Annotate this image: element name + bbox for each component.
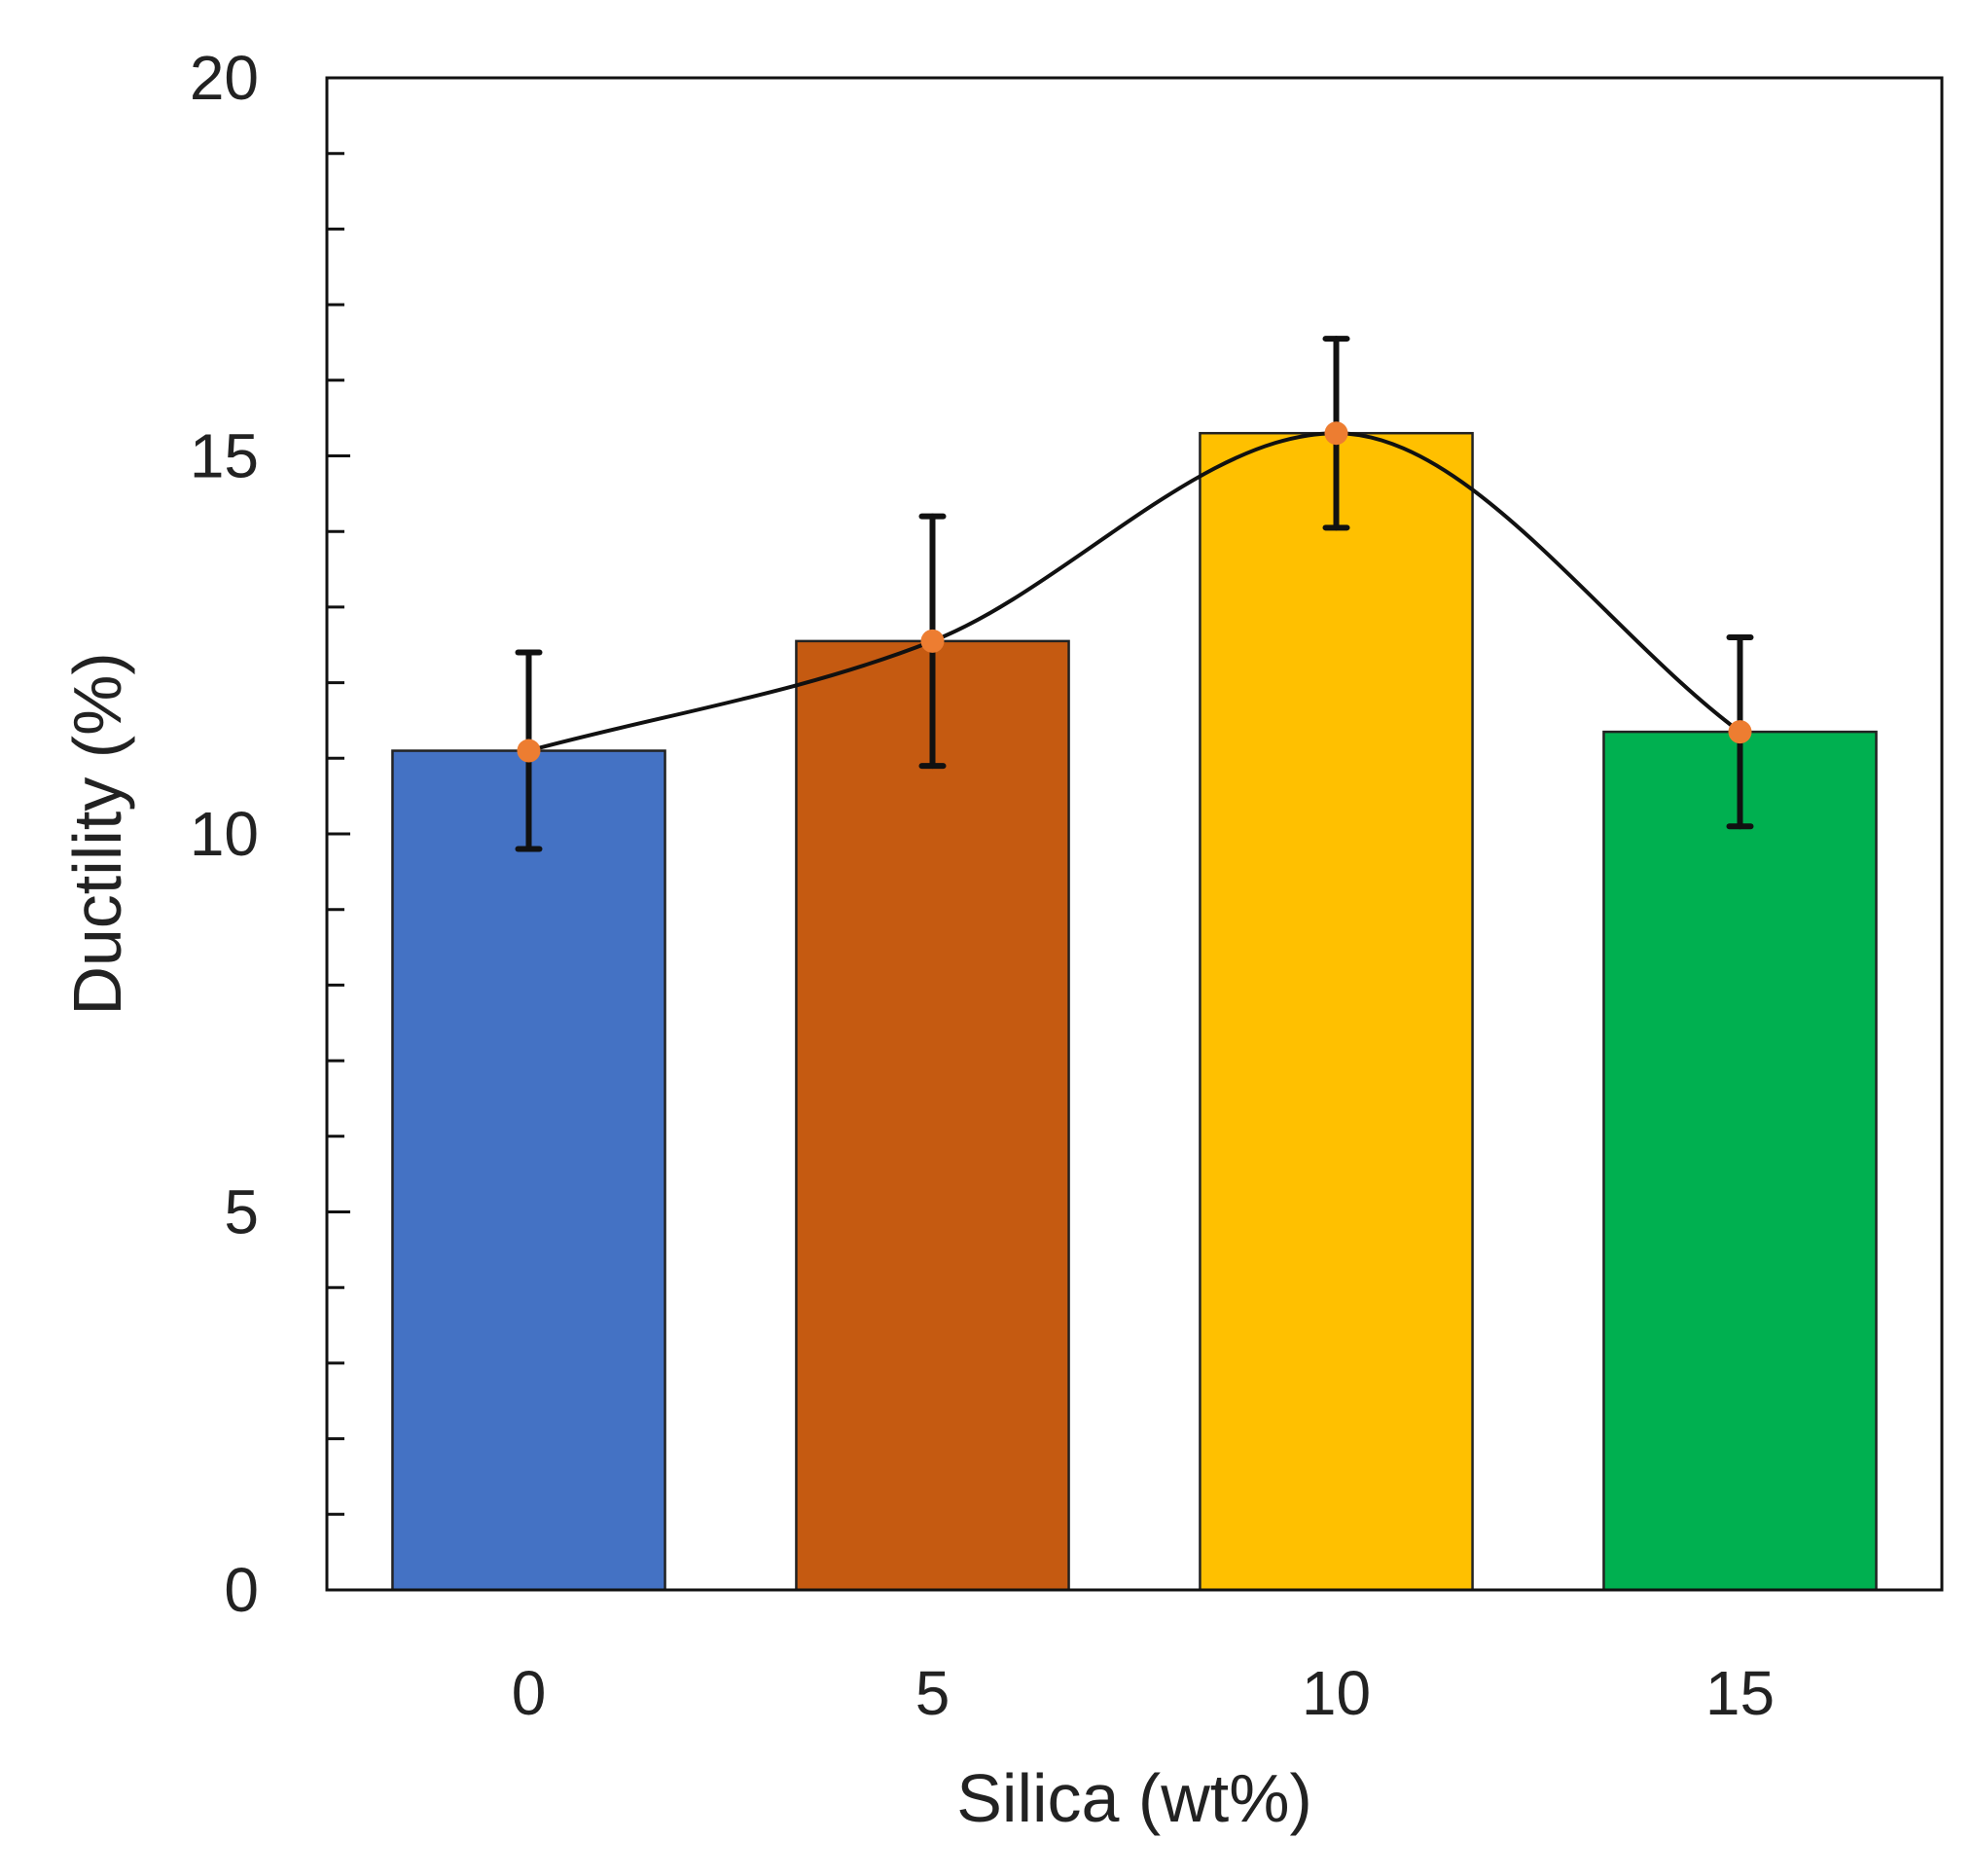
data-markers-group: [517, 421, 1752, 763]
x-tick-label: 0: [512, 1658, 547, 1728]
trend-line: [527, 431, 1741, 753]
x-axis-tick-labels: 0 5 10 15: [512, 1658, 1775, 1728]
y-tick-label: 0: [224, 1555, 259, 1625]
y-tick-label: 10: [190, 799, 259, 869]
data-point-15: [1728, 720, 1752, 744]
bar-silica-5: [795, 639, 1070, 1592]
y-tick-label: 5: [224, 1177, 259, 1247]
data-point-10: [1324, 421, 1348, 446]
bar-silica-10: [1199, 431, 1474, 1592]
x-tick-label: 10: [1302, 1658, 1371, 1728]
bars-group: [391, 431, 1878, 1592]
y-tick-label: 15: [190, 421, 259, 491]
y-axis-title: Ductility (%): [59, 652, 135, 1015]
x-axis-title: Silica (wt%): [956, 1760, 1312, 1836]
x-tick-label: 5: [915, 1658, 951, 1728]
bar-silica-15: [1602, 730, 1878, 1592]
y-axis-ticks: [327, 76, 350, 1592]
error-bars-group: [515, 336, 1754, 852]
x-tick-label: 15: [1705, 1658, 1775, 1728]
y-axis-tick-labels: 0 5 10 15 20: [190, 43, 259, 1625]
bar-silica-0: [391, 749, 666, 1592]
y-tick-label: 20: [190, 43, 259, 113]
data-point-0: [517, 739, 541, 763]
data-point-5: [920, 629, 945, 653]
